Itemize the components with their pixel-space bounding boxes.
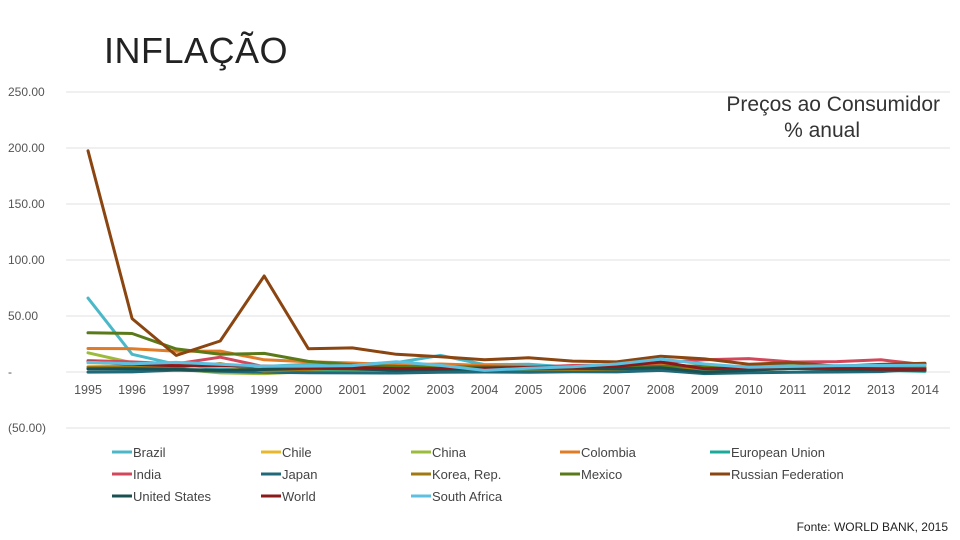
x-tick-label: 2013 xyxy=(867,383,895,397)
series-line-south-africa xyxy=(86,357,927,372)
x-tick-label: 2006 xyxy=(559,383,587,397)
x-tick-label: 2002 xyxy=(382,383,410,397)
x-tick-label: 2001 xyxy=(338,383,366,397)
x-tick-label: 1995 xyxy=(74,383,102,397)
y-tick-label: - xyxy=(8,365,12,379)
x-tick-label: 2014 xyxy=(911,383,939,397)
y-tick-label: 100.00 xyxy=(8,253,45,267)
legend-label: China xyxy=(432,445,467,460)
legend-label: World xyxy=(282,489,316,504)
legend-item: Mexico xyxy=(560,467,622,482)
legend-item: World xyxy=(261,489,316,504)
x-tick-label: 2010 xyxy=(735,383,763,397)
series-lines xyxy=(86,149,927,376)
legend-item: Russian Federation xyxy=(710,467,844,482)
subtitle-line-1: Preços ao Consumidor xyxy=(726,93,940,116)
legend-label: Mexico xyxy=(581,467,622,482)
subtitle-line-2: % anual xyxy=(784,119,860,142)
x-tick-label: 2004 xyxy=(471,383,499,397)
y-tick-label: (50.00) xyxy=(8,421,46,435)
x-tick-label: 2009 xyxy=(691,383,719,397)
x-tick-label: 2012 xyxy=(823,383,851,397)
legend-label: Korea, Rep. xyxy=(432,467,501,482)
y-tick-label: 50.00 xyxy=(8,309,38,323)
legend-item: Chile xyxy=(261,445,312,460)
legend-item: China xyxy=(411,445,467,460)
legend-label: India xyxy=(133,467,162,482)
chart-title: INFLAÇÃO xyxy=(104,30,289,71)
legend-item: Korea, Rep. xyxy=(411,467,501,482)
legend-item: South Africa xyxy=(411,489,503,504)
legend-label: Brazil xyxy=(133,445,166,460)
x-tick-label: 2008 xyxy=(647,383,675,397)
y-axis-ticks: 250.00 200.00 150.00 100.00 50.00 - (50.00) xyxy=(8,85,46,435)
legend-item: Colombia xyxy=(560,445,637,460)
x-tick-label: 1996 xyxy=(118,383,146,397)
legend-label: Russian Federation xyxy=(731,467,844,482)
x-tick-label: 1999 xyxy=(250,383,278,397)
y-tick-label: 200.00 xyxy=(8,141,45,155)
legend-label: Chile xyxy=(282,445,312,460)
legend-item: Brazil xyxy=(112,445,166,460)
legend-item: Japan xyxy=(261,467,317,482)
legend-label: Japan xyxy=(282,467,317,482)
x-tick-label: 2007 xyxy=(603,383,631,397)
x-tick-label: 2011 xyxy=(779,383,806,397)
x-tick-label: 1998 xyxy=(206,383,234,397)
x-tick-label: 2003 xyxy=(427,383,455,397)
x-tick-label: 2005 xyxy=(515,383,543,397)
legend-item: European Union xyxy=(710,445,825,460)
source-note: Fonte: WORLD BANK, 2015 xyxy=(796,520,948,534)
legend-item: India xyxy=(112,467,162,482)
series-line-russian-federation xyxy=(86,149,927,368)
legend-item: United States xyxy=(112,489,212,504)
legend-label: United States xyxy=(133,489,212,504)
legend-label: South Africa xyxy=(432,489,503,504)
gridlines xyxy=(66,91,950,429)
legend-label: Colombia xyxy=(581,445,637,460)
x-axis-ticks: 1995 1996 1997 1998 1999 2000 2001 2002 2003 2004… xyxy=(74,383,939,397)
y-tick-label: 150.00 xyxy=(8,197,45,211)
x-tick-label: 2000 xyxy=(294,383,322,397)
chart-subtitle: Preços ao Consumidor % anual xyxy=(640,92,940,144)
x-tick-label: 1997 xyxy=(162,383,190,397)
legend: Brazil Chile China Colombia European Union In… xyxy=(112,445,844,504)
legend-label: European Union xyxy=(731,445,825,460)
y-tick-label: 250.00 xyxy=(8,85,45,99)
